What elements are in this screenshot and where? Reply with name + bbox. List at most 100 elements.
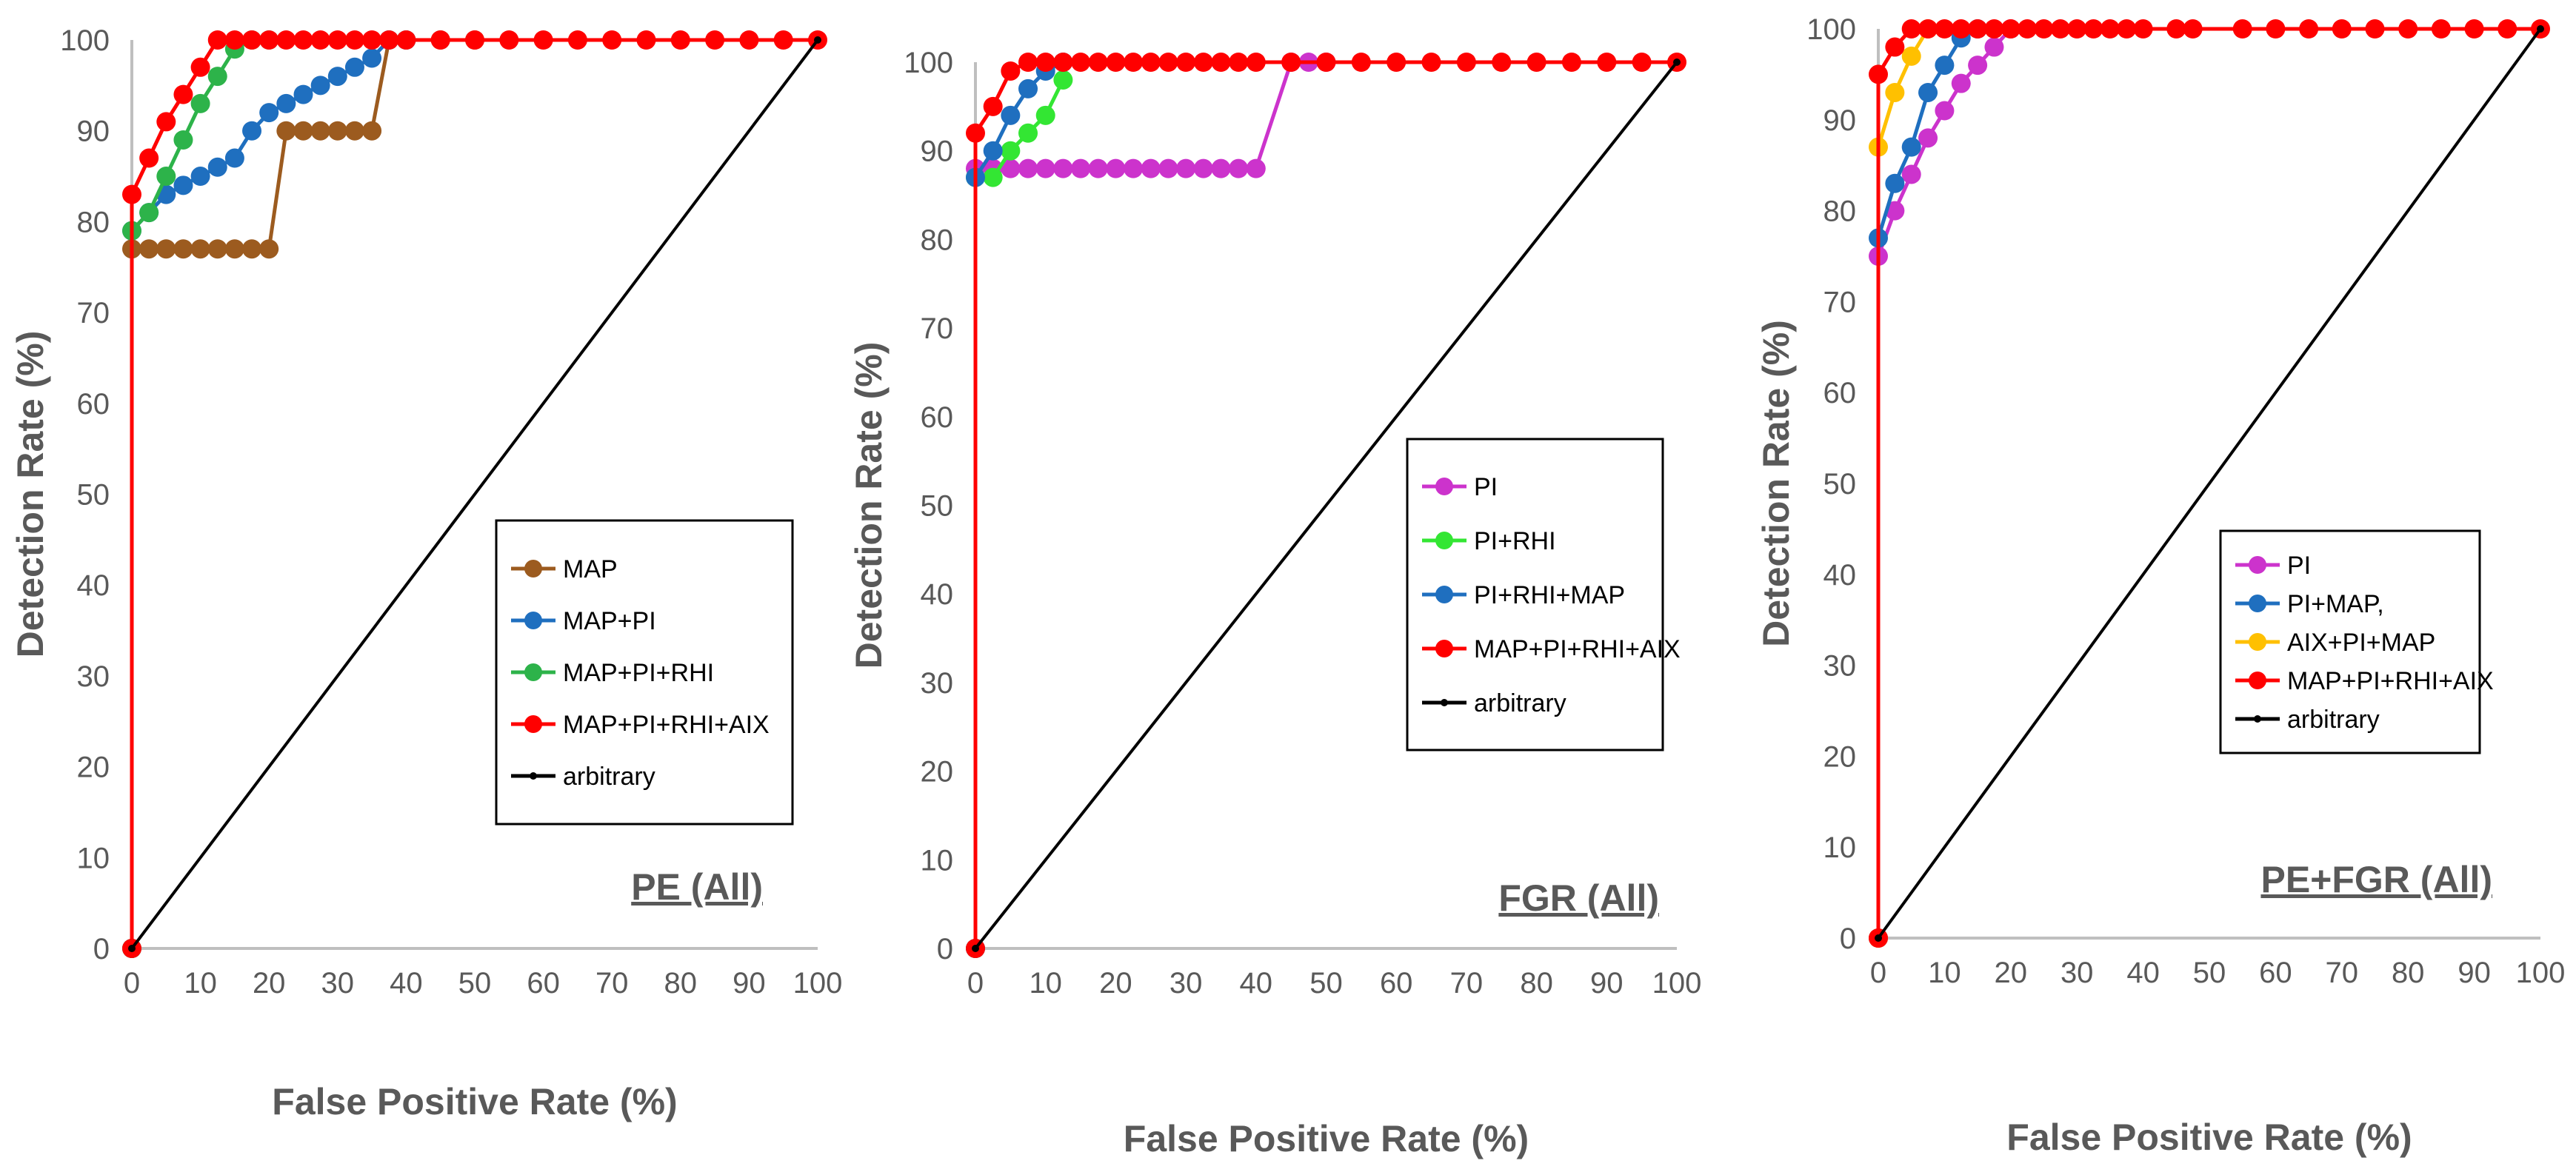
data-point [327, 67, 347, 87]
x-tick-label: 40 [2126, 957, 2160, 989]
data-point [1211, 158, 1231, 178]
x-tick-label: 50 [1309, 967, 1343, 1000]
data-point [2398, 19, 2418, 39]
data-point [173, 130, 193, 150]
panel-title: FGR (All) [1498, 877, 1659, 919]
legend-marker [2249, 633, 2266, 651]
data-point [156, 239, 176, 259]
data-point [1088, 53, 1108, 72]
data-point [1035, 105, 1055, 125]
series-line [1876, 27, 2012, 938]
data-point [310, 76, 330, 96]
data-point [224, 148, 244, 168]
data-point [1018, 78, 1038, 98]
y-tick-label: 70 [1823, 286, 1857, 318]
y-tick-label: 80 [921, 224, 954, 256]
y-tick-label: 30 [1823, 650, 1857, 683]
data-point [139, 148, 159, 168]
legend-marker [530, 772, 537, 780]
legend-label: PI+RHI [1474, 527, 1556, 555]
data-point [1901, 137, 1921, 157]
legend-marker [524, 612, 542, 629]
series-map [122, 30, 484, 958]
data-point [1984, 37, 2004, 57]
y-tick-label: 60 [1823, 377, 1857, 409]
x-tick-label: 70 [1450, 967, 1484, 1000]
x-tick-label: 100 [793, 967, 843, 1000]
data-point [1106, 53, 1126, 72]
data-point [1229, 53, 1249, 72]
data-point [2464, 19, 2484, 39]
data-point [1001, 61, 1021, 81]
y-tick-label: 100 [904, 47, 953, 79]
x-tick-label: 40 [390, 967, 423, 1000]
series-line [973, 60, 1327, 948]
data-point [2232, 19, 2252, 39]
data-point [2183, 19, 2203, 39]
y-tick-label: 50 [1823, 468, 1857, 501]
legend-marker [524, 560, 542, 578]
data-point [1673, 58, 1681, 66]
data-point [1968, 56, 1988, 76]
data-point [224, 30, 244, 50]
y-axis-title: Detection Rate (%) [1755, 320, 1797, 647]
data-point [327, 30, 347, 50]
chart-panel-2: 0 10 20 30 40 50 60 70 80 90 100 0 10 20 30 40 50 60 70 80 9… [848, 47, 1701, 1159]
y-tick-label: 0 [937, 933, 953, 965]
data-point [2083, 19, 2103, 39]
series-pi-rhi-map [966, 53, 1073, 958]
y-tick-label: 40 [1823, 559, 1857, 592]
series-map-pi-rhi-aix [1869, 19, 2550, 948]
legend-label: AIX+PI+MAP [2287, 629, 2435, 657]
data-point [1387, 53, 1407, 72]
legend-label: MAP+PI+RHI+AIX [2287, 667, 2494, 695]
data-point [293, 121, 313, 141]
data-point [362, 48, 382, 68]
x-tick-label: 20 [253, 967, 286, 1000]
data-point [139, 239, 159, 259]
data-point [1901, 164, 1921, 184]
data-point [1001, 105, 1021, 125]
legend-marker [524, 715, 542, 733]
legend: MAP MAP+PI MAP+PI+RHI MAP+PI+RHI+AIX arbitra… [495, 519, 794, 826]
data-point [430, 30, 450, 50]
data-point [207, 239, 227, 259]
legend: PI PI+MAP, AIX+PI+MAP MAP+PI+RHI+AIX arbitra… [2219, 529, 2494, 754]
legend-label: MAP+PI+RHI+AIX [563, 711, 770, 739]
data-point [310, 30, 330, 50]
x-tick-label: 20 [1995, 957, 2028, 989]
y-tick-label: 70 [77, 297, 110, 329]
x-tick-label: 0 [1870, 957, 1886, 989]
data-point [276, 121, 296, 141]
data-point [2117, 19, 2137, 39]
data-point [499, 30, 519, 50]
data-point [1281, 53, 1301, 72]
data-point [1158, 158, 1178, 178]
x-tick-label: 100 [1652, 967, 1702, 1000]
data-point [966, 123, 985, 143]
y-tick-label: 60 [77, 388, 110, 421]
data-point [276, 93, 296, 113]
data-point [1918, 19, 1938, 39]
x-tick-label: 80 [664, 967, 698, 1000]
data-point [983, 96, 1003, 116]
data-point [1935, 56, 1955, 76]
data-point [1193, 158, 1213, 178]
data-point [1053, 158, 1073, 178]
data-point [173, 175, 193, 195]
panel-title: PE+FGR (All) [2260, 859, 2492, 900]
series-line [973, 78, 1065, 948]
legend-label: PI [2287, 552, 2311, 580]
y-tick-label: 80 [77, 206, 110, 238]
data-point [1193, 53, 1213, 72]
data-point [1141, 53, 1161, 72]
legend-marker [2249, 595, 2266, 612]
x-tick-label: 40 [1240, 967, 1273, 1000]
data-point [1211, 53, 1231, 72]
data-point [396, 30, 416, 50]
x-tick-label: 100 [2516, 957, 2566, 989]
x-tick-label: 80 [2392, 957, 2425, 989]
data-point [1561, 53, 1581, 72]
y-tick-label: 90 [77, 116, 110, 148]
chart-panel-1: 0 10 20 30 40 50 60 70 80 90 100 0 10 20 30 40 50 60 70 80 9… [10, 24, 842, 1122]
